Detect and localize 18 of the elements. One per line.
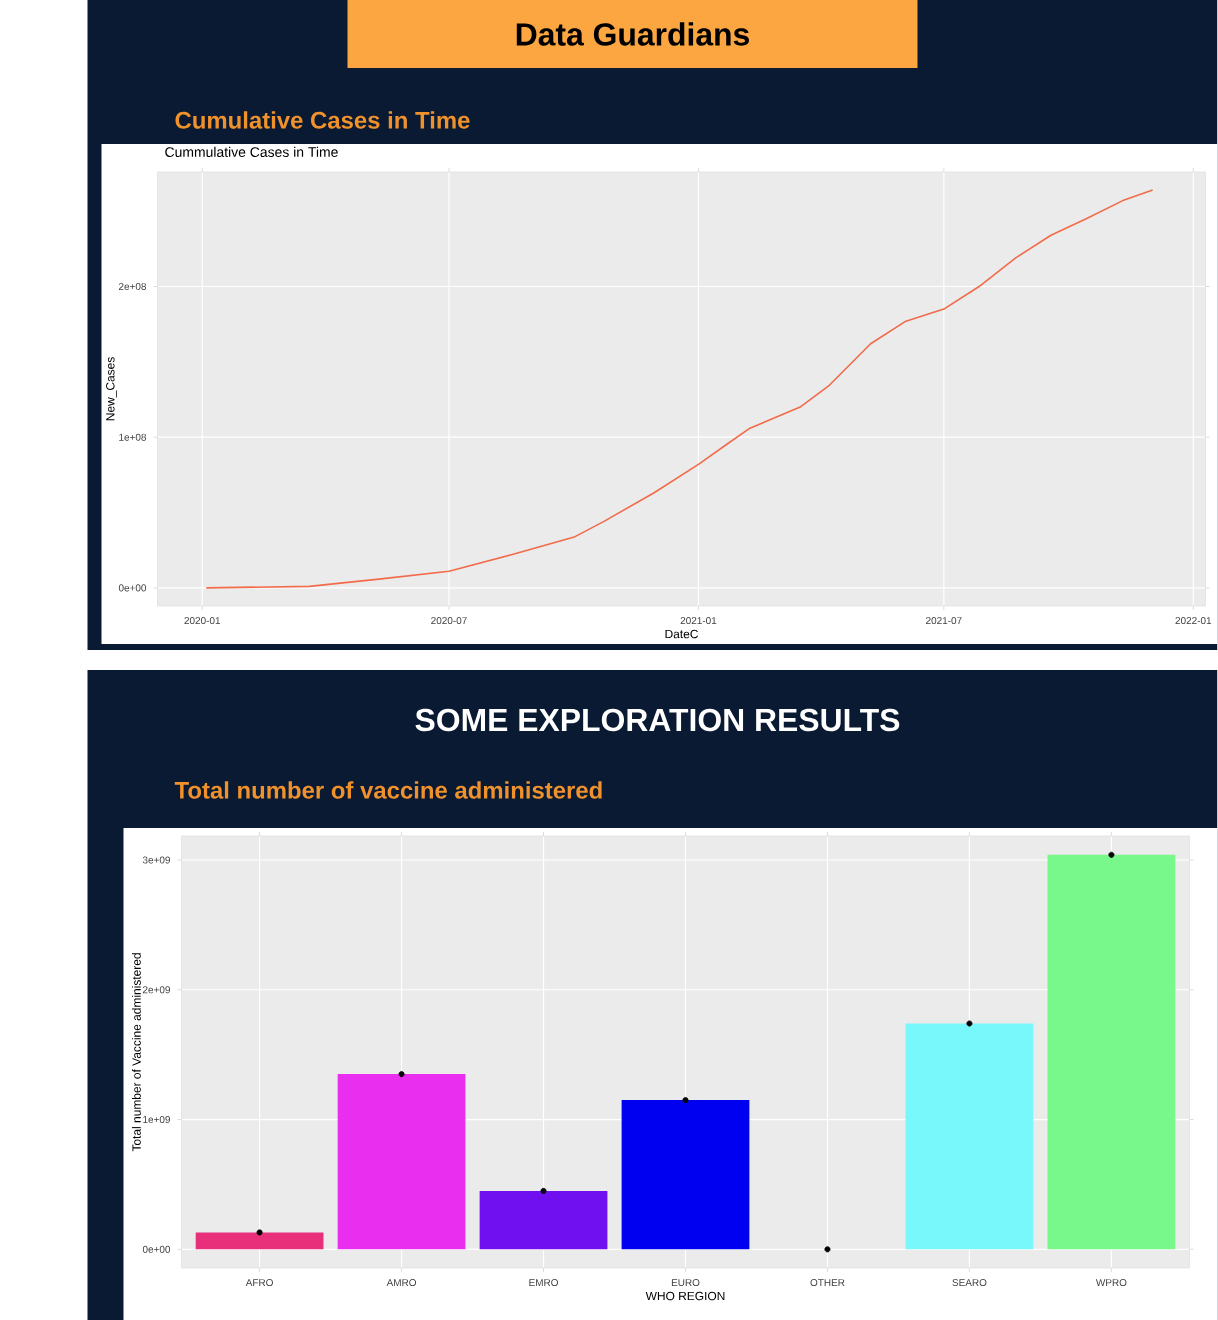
bar <box>337 1074 466 1250</box>
bar <box>1047 854 1176 1250</box>
point <box>824 1246 831 1253</box>
chart-subtitle: Total number of vaccine administered <box>175 781 602 799</box>
chart-title: SOME EXPLORATION RESULTS <box>415 708 900 732</box>
point <box>682 1097 689 1104</box>
bar <box>621 1100 750 1250</box>
point <box>540 1187 547 1194</box>
point <box>966 1020 973 1027</box>
chart-title: Cumulative Cases in Time <box>175 111 470 129</box>
point <box>256 1229 263 1236</box>
bar <box>905 1023 1034 1250</box>
text: Data Guardians <box>517 22 750 46</box>
bar <box>195 1232 324 1250</box>
line-series <box>205 189 1154 589</box>
point <box>398 1071 405 1078</box>
point <box>1108 851 1115 858</box>
bar <box>479 1190 608 1250</box>
